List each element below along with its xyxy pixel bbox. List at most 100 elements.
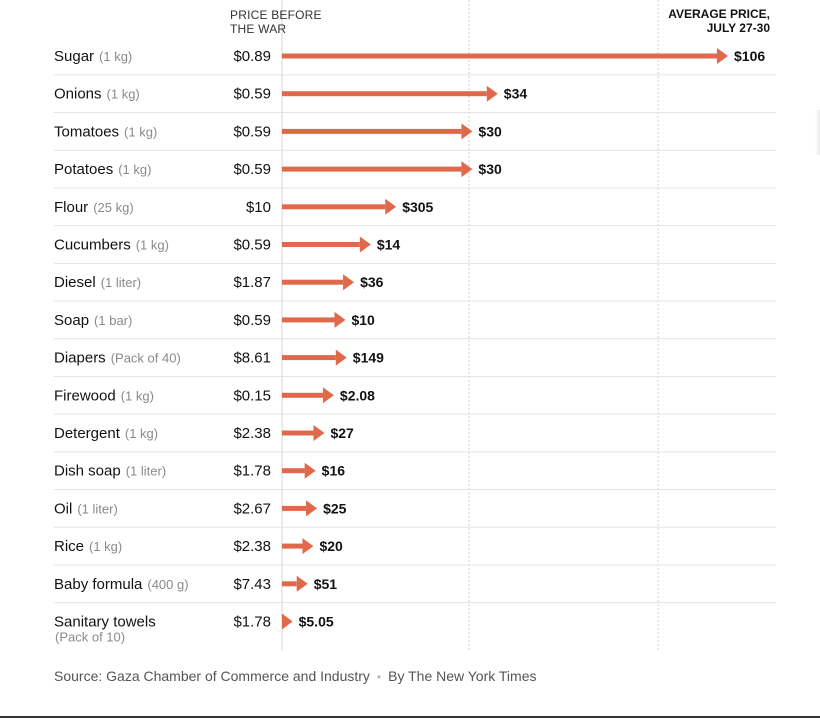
item-name: Dish soap xyxy=(54,463,121,480)
item-name: Diapers xyxy=(54,350,106,367)
chart-row: Detergent (1 kg) $2.38 $27 xyxy=(54,413,776,442)
item-unit: (1 bar) xyxy=(94,313,132,328)
item-name: Sanitary towels xyxy=(54,614,156,631)
item-unit: (1 kg) xyxy=(99,49,132,64)
price-before: $1.78 xyxy=(233,463,271,480)
price-after: $51 xyxy=(314,576,338,592)
arrow-head xyxy=(306,500,318,517)
price-before: $0.59 xyxy=(233,123,271,140)
item-label: Firewood (1 kg) xyxy=(54,387,154,404)
item-label: Sugar (1 kg) xyxy=(54,48,132,65)
arrow-head xyxy=(282,613,293,630)
arrow-shaft xyxy=(282,317,335,323)
price-after: $149 xyxy=(353,350,384,366)
item-name: Firewood xyxy=(54,387,116,404)
source-text: Source: Gaza Chamber of Commerce and Ind… xyxy=(54,668,370,684)
price-before: $10 xyxy=(246,199,271,216)
price-after: $16 xyxy=(322,463,346,479)
item-unit: (Pack of 40) xyxy=(111,351,181,366)
price-after: $20 xyxy=(319,538,343,554)
arrow-head xyxy=(322,387,334,404)
arrow-shaft xyxy=(282,279,344,285)
chart-row: Flour (25 kg) $10 $305 xyxy=(54,187,776,216)
item-unit: (25 kg) xyxy=(93,200,133,215)
chart-rows: Sugar (1 kg) $0.89 $106 Onions (1 kg) $0.59 $34… xyxy=(54,48,776,645)
item-unit: (1 liter) xyxy=(101,275,141,290)
item-name: Detergent xyxy=(54,425,121,442)
arrow-shaft xyxy=(282,468,305,474)
chart-row: Baby formula (400 g) $7.43 $51 xyxy=(54,564,776,593)
price-after: $2.08 xyxy=(340,387,375,403)
item-label: Cucumbers (1 kg) xyxy=(54,237,169,254)
price-after: $30 xyxy=(478,161,502,177)
separator-dot: • xyxy=(376,670,382,684)
arrow-head xyxy=(304,462,316,479)
item-name: Baby formula xyxy=(54,576,143,593)
item-name: Sugar xyxy=(54,48,94,65)
price-before: $1.78 xyxy=(233,614,271,631)
chart-row: Firewood (1 kg) $0.15 $2.08 xyxy=(54,375,776,404)
item-label: Tomatoes (1 kg) xyxy=(54,123,157,140)
price-after: $27 xyxy=(330,425,354,441)
header-before-line: PRICE BEFORE xyxy=(230,8,322,22)
arrow-head xyxy=(461,123,473,140)
item-unit: (1 kg) xyxy=(118,162,151,177)
price-before: $0.15 xyxy=(233,387,271,404)
price-before: $2.67 xyxy=(233,500,271,517)
arrow-shaft xyxy=(282,204,386,210)
chart-row: Cucumbers (1 kg) $0.59 $14 xyxy=(54,225,776,254)
item-unit: (1 liter) xyxy=(77,501,117,516)
edge-shadow xyxy=(815,110,820,155)
price-before: $8.61 xyxy=(233,350,271,367)
price-before: $1.87 xyxy=(233,274,271,291)
credit-text: By The New York Times xyxy=(388,668,537,684)
price-before: $7.43 xyxy=(233,576,271,593)
item-label: Detergent (1 kg) xyxy=(54,425,158,442)
price-before: $2.38 xyxy=(233,538,271,555)
item-label: Onions (1 kg) xyxy=(54,86,140,103)
item-label: Dish soap (1 liter) xyxy=(54,463,166,480)
price-after: $305 xyxy=(402,199,433,215)
chart-row: Diapers (Pack of 40) $8.61 $149 xyxy=(54,338,776,367)
item-name: Rice xyxy=(54,538,84,555)
arrow-shaft xyxy=(282,505,307,511)
price-after: $36 xyxy=(360,274,384,290)
item-label: Potatoes (1 kg) xyxy=(54,161,151,178)
item-unit: (1 kg) xyxy=(89,539,122,554)
price-before: $0.89 xyxy=(233,48,271,65)
arrow-shaft xyxy=(282,128,462,134)
price-before: $2.38 xyxy=(233,425,271,442)
item-name: Tomatoes xyxy=(54,123,119,140)
item-unit: (1 kg) xyxy=(125,426,158,441)
header-before-line: THE WAR xyxy=(230,22,286,36)
item-name: Soap xyxy=(54,312,89,329)
item-label: Sanitary towels xyxy=(54,614,156,631)
arrow-head xyxy=(335,349,347,366)
price-after: $25 xyxy=(323,500,347,516)
item-unit: (400 g) xyxy=(147,577,188,592)
chart-row: Diesel (1 liter) $1.87 $36 xyxy=(54,262,776,291)
arrow-shaft xyxy=(282,355,336,361)
item-label: Diesel (1 liter) xyxy=(54,274,141,291)
price-after: $34 xyxy=(504,86,528,102)
price-before: $0.59 xyxy=(233,237,271,254)
arrow-head xyxy=(334,311,346,328)
chart-row: Sugar (1 kg) $0.89 $106 xyxy=(54,48,765,65)
arrow-head xyxy=(717,48,728,64)
bottom-rule xyxy=(0,716,820,718)
item-name: Onions xyxy=(54,86,102,103)
item-label: Rice (1 kg) xyxy=(54,538,122,555)
arrow-head xyxy=(486,85,498,102)
item-label: Oil (1 liter) xyxy=(54,500,118,517)
chart-row: Sanitary towels(Pack of 10) $1.78 $5.05 xyxy=(54,602,776,645)
item-unit: (Pack of 10) xyxy=(55,630,125,645)
item-unit: (1 kg) xyxy=(121,388,154,403)
price-after: $106 xyxy=(734,48,765,64)
item-label: Baby formula (400 g) xyxy=(54,576,189,593)
item-name: Oil xyxy=(54,500,72,517)
chart-row: Rice (1 kg) $2.38 $20 xyxy=(54,526,776,555)
arrow-shaft xyxy=(282,242,360,247)
chart-row: Onions (1 kg) $0.59 $34 xyxy=(54,74,776,103)
